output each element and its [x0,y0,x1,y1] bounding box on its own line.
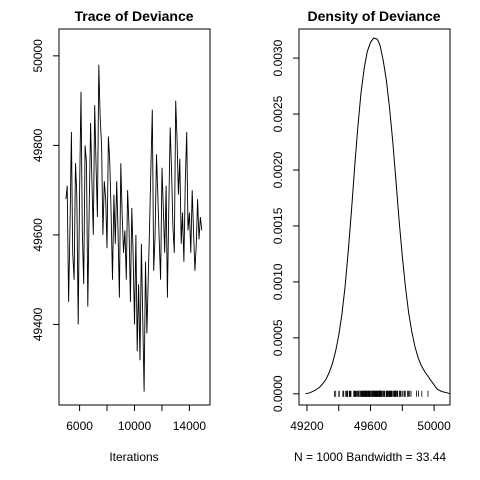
trace-title: Trace of Deviance [74,8,193,24]
trace-plot-frame [58,28,211,406]
density-plot-frame [298,28,451,406]
density-x-tick-label: 50000 [417,419,451,433]
density-y-tick-label: 0.0015 [271,207,285,244]
trace-y-tick-label: 49400 [31,307,45,341]
trace-y-tick-label: 50000 [31,39,45,73]
trace-x-tick-label: 14000 [173,419,207,433]
trace-y-tick-label: 49800 [31,128,45,162]
density-panel: Density of Deviance 49200 49600 50000 0.00… [271,8,451,464]
density-line [305,37,451,395]
density-rug [333,390,429,397]
trace-panel: Trace of Deviance 6000 10000 14000 4940049… [31,8,211,464]
trace-x-axis: 6000 10000 14000 [66,405,206,433]
density-y-axis: 0.0000 0.0005 0.0010 0.0015 0.0020 0.0025 0.00… [271,39,299,412]
trace-x-tick-label: 6000 [66,419,93,433]
density-y-tick-label: 0.0030 [271,39,285,76]
density-x-tick-label: 49200 [290,419,324,433]
trace-x-tick-label: 10000 [118,419,152,433]
density-x-tick-label: 49600 [354,419,388,433]
density-series [305,37,451,395]
density-y-tick-label: 0.0010 [271,263,285,300]
trace-line [65,64,203,392]
density-y-tick-label: 0.0020 [271,151,285,188]
density-y-tick-label: 0.0000 [271,375,285,412]
density-title: Density of Deviance [307,8,440,24]
trace-y-axis: 49400 49600 49800 50000 [31,39,59,341]
density-x-axis: 49200 49600 50000 [290,405,451,433]
trace-y-tick-label: 49600 [31,218,45,252]
trace-x-axis-title: Iterations [109,450,158,464]
trace-series [65,64,203,392]
density-x-axis-title: N = 1000 Bandwidth = 33.44 [294,450,446,464]
density-y-tick-label: 0.0005 [271,319,285,356]
density-y-tick-label: 0.0025 [271,95,285,132]
